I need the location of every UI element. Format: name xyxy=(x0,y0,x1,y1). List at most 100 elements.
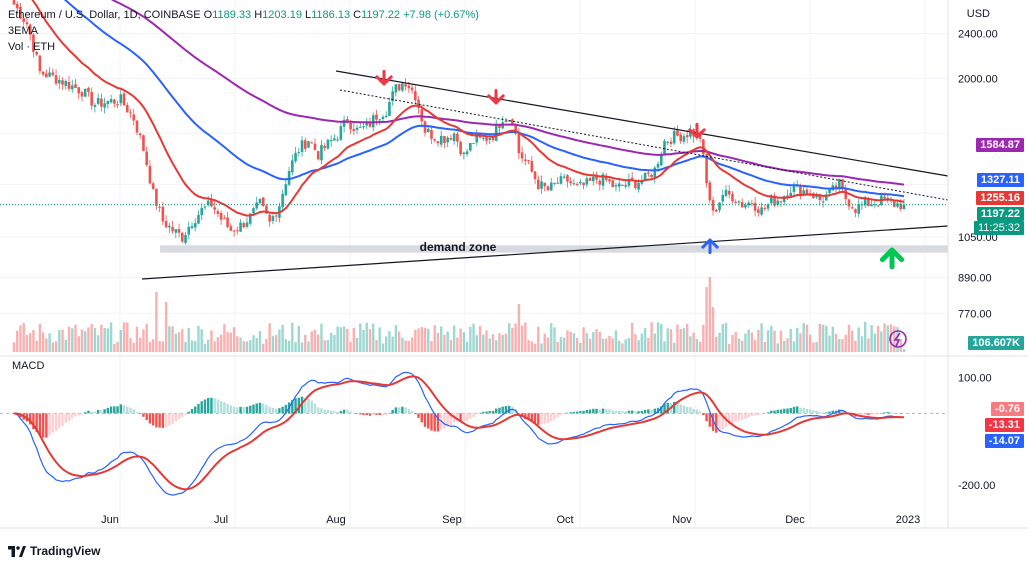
macd-histogram-bar xyxy=(423,413,427,427)
macd-histogram-bar xyxy=(673,402,676,414)
volume-bar xyxy=(666,328,669,352)
volume-bar xyxy=(627,338,631,352)
candle-body xyxy=(307,141,310,148)
candle-body xyxy=(553,182,556,184)
macd-histogram-bar xyxy=(349,411,352,414)
high-value: 1203.19 xyxy=(262,9,302,21)
volume-bar xyxy=(760,323,763,352)
volume-bar xyxy=(770,325,773,352)
demand-zone: demand zone xyxy=(160,240,948,254)
macd-histogram-bar xyxy=(164,413,168,428)
change-value: +7.98 (+0.67%) xyxy=(403,9,479,21)
macd-histogram-bar xyxy=(190,408,194,414)
macd-histogram-bar xyxy=(223,402,226,414)
macd-histogram-bar xyxy=(216,399,220,414)
macd-histogram-bar xyxy=(621,411,624,414)
macd-histogram-bar xyxy=(177,413,181,419)
volume-bar xyxy=(504,333,508,352)
candle-body xyxy=(504,121,508,123)
volume-bar xyxy=(721,324,724,352)
macd-histogram-bar xyxy=(28,413,32,425)
volume-bar xyxy=(213,341,216,352)
volume-bar xyxy=(106,328,110,352)
candle-body xyxy=(854,209,857,213)
candle-body xyxy=(51,72,55,76)
volume-bar xyxy=(818,323,822,352)
macd-histogram-bar xyxy=(734,413,737,423)
volume-bar xyxy=(268,323,271,352)
indicator-ema-legend[interactable]: 3EMA xyxy=(8,25,38,37)
candle-body xyxy=(821,201,825,203)
macd-histogram-bar xyxy=(187,411,190,414)
macd-histogram-bar xyxy=(546,413,550,423)
indicator-volume-legend[interactable]: Vol · ETH xyxy=(8,41,56,53)
volume-bar xyxy=(148,341,152,352)
macd-histogram-bar xyxy=(258,402,262,414)
volume-bar xyxy=(572,333,576,352)
volume-bar xyxy=(452,325,456,352)
macd-histogram-bar xyxy=(346,409,349,414)
candle-body xyxy=(316,151,320,160)
candle-body xyxy=(627,179,631,186)
macd-legend[interactable]: MACD xyxy=(12,360,45,372)
volume-bar xyxy=(582,327,585,352)
candle-body xyxy=(193,223,197,228)
candle-body xyxy=(113,99,116,104)
candle-body xyxy=(368,122,372,127)
candle-body xyxy=(174,229,178,233)
macd-histogram-bar xyxy=(206,397,210,414)
macd-histogram-bar xyxy=(139,413,142,414)
macd-histogram-bar xyxy=(860,413,864,417)
volume-bar xyxy=(255,338,258,352)
macd-histogram-bar xyxy=(821,412,825,414)
candle-body xyxy=(763,207,767,209)
candle-body xyxy=(48,72,51,77)
macd-histogram-bar xyxy=(355,413,359,414)
volume-bar xyxy=(630,322,634,352)
candle-body xyxy=(481,137,485,139)
volume-bar xyxy=(90,324,93,352)
candle-body xyxy=(430,130,433,139)
candle-body xyxy=(766,204,770,209)
volume-bar xyxy=(880,331,883,352)
macd-histogram-bar xyxy=(284,404,288,414)
macd-histogram-bar xyxy=(132,409,135,414)
macd-histogram-bar xyxy=(404,407,407,414)
volume-bar xyxy=(440,326,443,352)
macd-histogram-bar xyxy=(239,406,242,414)
candle-body xyxy=(93,104,97,107)
volume-bar xyxy=(329,332,333,352)
candle-body xyxy=(718,202,721,211)
volume-bar xyxy=(359,323,362,352)
candle-body xyxy=(841,179,844,188)
macd-histogram-bar xyxy=(61,413,64,426)
candle-body xyxy=(659,153,663,166)
tradingview-logo[interactable]: TradingView xyxy=(8,544,100,558)
candle-body xyxy=(459,141,462,155)
time-tick-label: Dec xyxy=(785,514,805,526)
candle-body xyxy=(54,75,58,84)
macd-histogram-bar xyxy=(35,413,38,433)
volume-bar xyxy=(705,287,708,352)
volume-bar xyxy=(80,329,84,352)
volume-bar xyxy=(698,341,702,352)
macd-histogram-bar xyxy=(368,413,372,416)
macd-histogram-bar xyxy=(702,413,705,416)
macd-histogram-bar xyxy=(465,413,469,421)
volume-bar xyxy=(773,330,776,352)
macd-histogram-bar xyxy=(397,407,401,414)
candle-body xyxy=(588,178,592,181)
macd-histogram-bar xyxy=(495,408,498,414)
ema-short-line xyxy=(31,0,905,217)
volume-bar xyxy=(766,330,770,352)
volume-bar xyxy=(601,338,605,352)
macd-histogram-bar xyxy=(410,410,414,414)
candle-body xyxy=(229,226,233,231)
macd-histogram-bar xyxy=(359,413,362,415)
volume-bar xyxy=(495,340,498,352)
macd-histogram-bar xyxy=(229,405,233,414)
candle-body xyxy=(339,126,343,140)
candle-body xyxy=(12,0,16,5)
candle-body xyxy=(103,103,106,108)
